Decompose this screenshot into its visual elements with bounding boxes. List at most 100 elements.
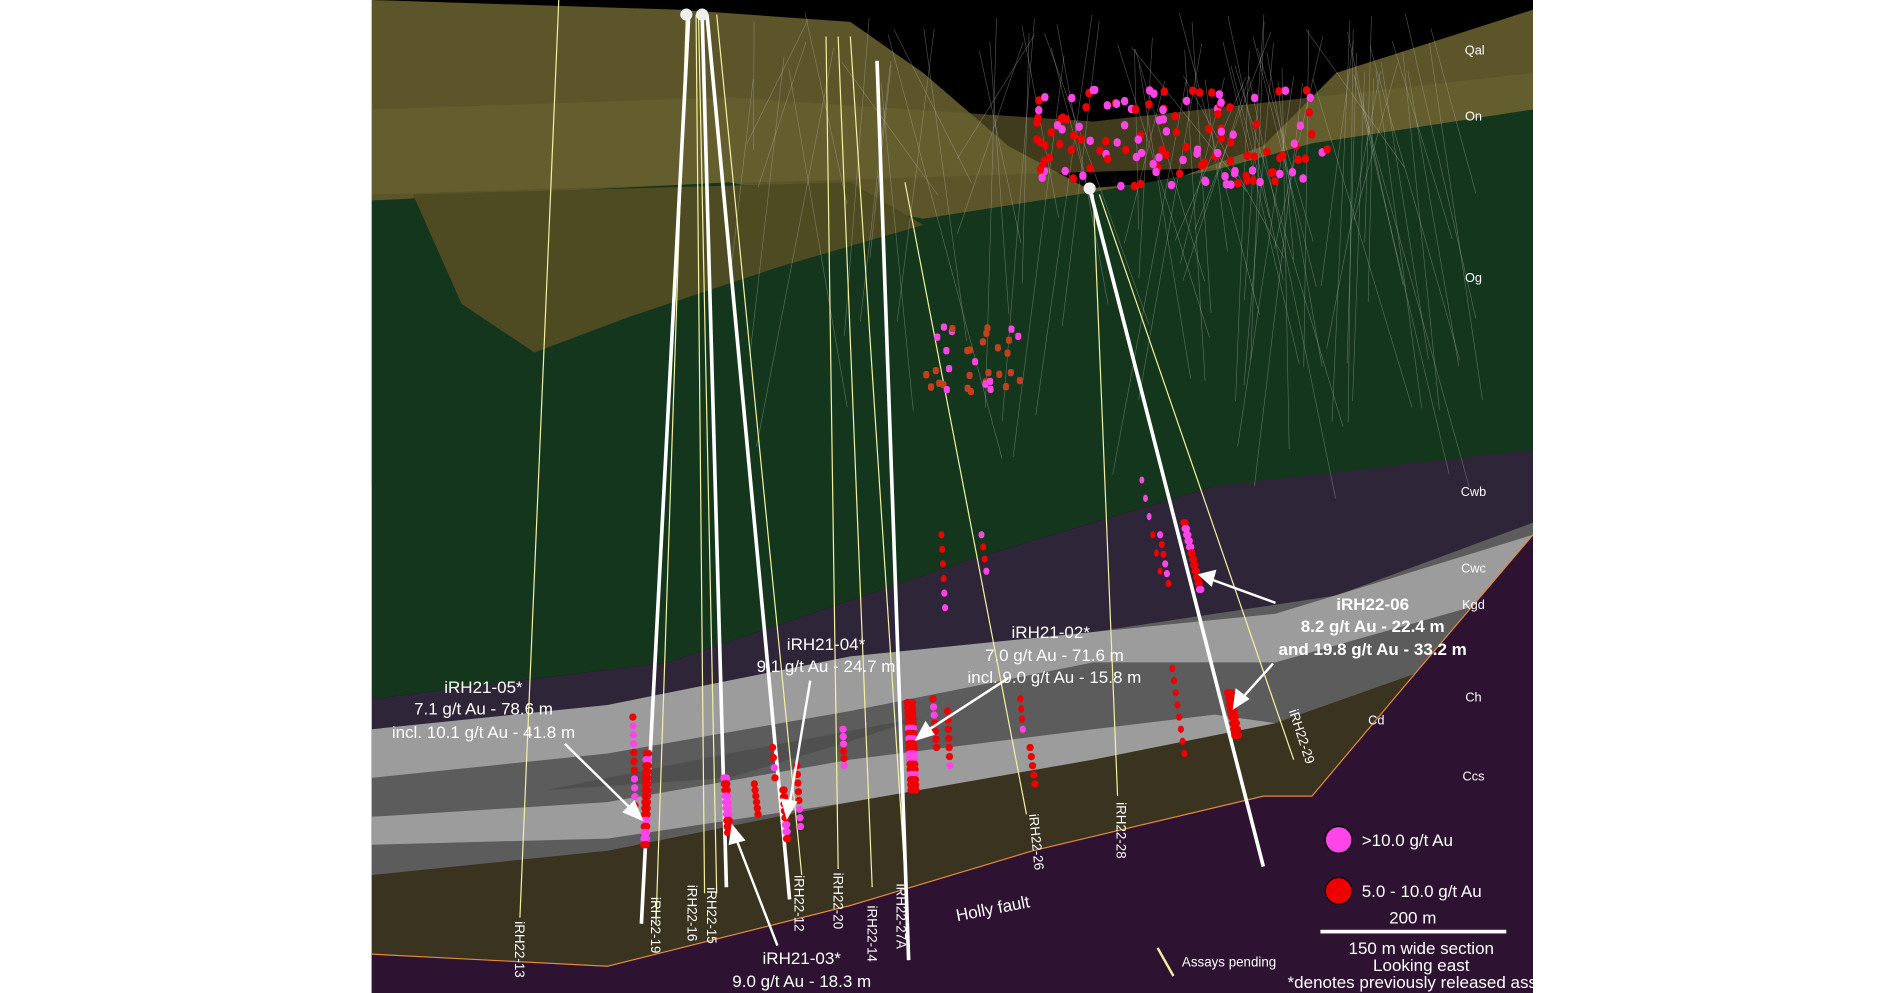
mid-grade-marker [1231, 731, 1243, 739]
historic-drill-trace [1303, 29, 1310, 367]
assay-pending-hole [1098, 194, 1295, 760]
svg-text:9.1 g/t Au - 24.7 m: 9.1 g/t Au - 24.7 m [757, 657, 896, 676]
mid-grade-marker [794, 779, 802, 787]
mid-grade-marker [840, 754, 848, 763]
assay-pending-hole [837, 36, 873, 888]
mid-grade-marker [630, 757, 638, 765]
historic-drill-trace [756, 47, 834, 447]
assay-pending-hole [695, 14, 706, 894]
mid-grade-marker [641, 804, 651, 812]
mid-grade-marker [1027, 752, 1035, 761]
mid-grade-marker [1224, 695, 1236, 703]
historic-drill-trace [1369, 45, 1461, 361]
high-grade-marker [840, 762, 848, 770]
historic-drill-trace [1352, 72, 1365, 402]
mid-grade-marker [1226, 138, 1235, 147]
callout-irh21-04: iRH21-04* 9.1 g/t Au - 24.7 m [757, 635, 896, 676]
high-grade-marker [1041, 93, 1049, 102]
high-grade-marker [631, 784, 639, 792]
historic-drill-trace [1222, 41, 1300, 364]
historic-drill-trace [1131, 47, 1248, 192]
mid-grade-marker [840, 747, 848, 755]
high-grade-marker [1061, 166, 1069, 176]
high-grade-marker [640, 834, 651, 843]
mid-grade-marker [752, 798, 761, 806]
mid-grade-marker [1267, 168, 1276, 177]
mid-grade-marker [642, 768, 652, 776]
assay-pending-hole [1092, 194, 1119, 797]
historic-drill-trace [859, 61, 892, 322]
high-grade-marker [1256, 177, 1264, 187]
svg-text:incl. 9.0 g/t Au - 15.8 m: incl. 9.0 g/t Au - 15.8 m [967, 668, 1141, 687]
mid-grade-marker [1302, 86, 1311, 95]
assay-marker [982, 380, 989, 388]
mid-grade-marker [642, 749, 653, 758]
mid-grade-marker [1276, 153, 1284, 163]
mid-grade-marker [1230, 725, 1242, 733]
high-grade-marker [1229, 130, 1237, 139]
historic-drill-trace [1138, 64, 1191, 379]
mid-grade-marker [779, 786, 788, 794]
mid-grade-marker [640, 810, 651, 818]
legend-pending: Assays pending [1182, 954, 1276, 969]
mid-grade-marker [1223, 689, 1235, 697]
callout-irh21-02: iRH21-02* 7.0 g/t Au - 71.6 m incl. 9.0 … [967, 623, 1141, 687]
historic-drill-trace [788, 68, 848, 407]
historic-drill-trace [1347, 29, 1354, 423]
mid-grade-marker [932, 735, 940, 744]
mid-grade-marker [751, 786, 759, 794]
layer-label-qal: Qal [1465, 43, 1485, 58]
assay-marker [994, 344, 1001, 352]
mid-grade-marker [641, 780, 652, 788]
high-grade-marker [721, 798, 732, 806]
legend-high: >10.0 g/t Au [1362, 831, 1453, 850]
assay-marker [1015, 332, 1022, 341]
hole-label: iRH22-26 [1026, 813, 1047, 871]
high-grade-marker [942, 604, 949, 612]
note-looking: Looking east [1373, 956, 1470, 975]
mid-grade-marker [723, 816, 733, 825]
mid-grade-marker [1158, 540, 1165, 549]
mid-grade-marker [640, 841, 650, 849]
mid-grade-marker [1301, 154, 1310, 163]
historic-drill-trace [956, 42, 1024, 235]
mid-grade-marker [1017, 695, 1024, 703]
high-grade-marker [640, 816, 651, 825]
high-grade-marker [1117, 181, 1125, 191]
mid-grade-marker [1294, 155, 1302, 164]
high-grade-marker [1134, 135, 1142, 144]
mid-grade-marker [641, 792, 652, 800]
historic-drill-trace [1254, 83, 1303, 487]
svg-text:iRH21-02*: iRH21-02* [1012, 623, 1091, 642]
historic-drill-trace [753, 21, 755, 150]
historic-drill-trace [1056, 24, 1109, 305]
mid-grade-marker [1131, 105, 1140, 114]
assay-marker [987, 377, 994, 386]
high-grade-marker [1146, 512, 1152, 521]
high-grade-marker [1179, 155, 1187, 165]
historic-drill-trace [1430, 28, 1477, 194]
mid-grade-marker [1028, 762, 1037, 770]
high-grade-marker [1103, 101, 1111, 110]
layer-label-ch: Ch [1465, 689, 1481, 704]
historic-drill-trace [985, 17, 997, 408]
historic-drill-trace [1134, 49, 1205, 281]
high-grade-marker [1217, 127, 1226, 136]
mid-grade-marker [721, 786, 731, 794]
mid-grade-marker [1214, 109, 1222, 119]
layer-lower-band [371, 714, 1276, 845]
mid-grade-marker [771, 774, 779, 782]
mid-grade-marker [1271, 176, 1279, 186]
layer-ccs [371, 534, 1534, 993]
historic-drill-trace [1331, 20, 1351, 422]
mid-grade-marker [769, 753, 778, 762]
high-grade-marker [1299, 174, 1307, 183]
historic-drill-trace [1428, 42, 1483, 400]
mid-grade-marker [1165, 579, 1172, 588]
assay-pending-hole [849, 36, 906, 876]
high-grade-marker [629, 731, 637, 739]
historic-drill-trace [1320, 41, 1354, 286]
high-grade-marker [720, 774, 731, 782]
high-grade-marker [1149, 159, 1157, 169]
layer-og-upper [413, 182, 924, 353]
